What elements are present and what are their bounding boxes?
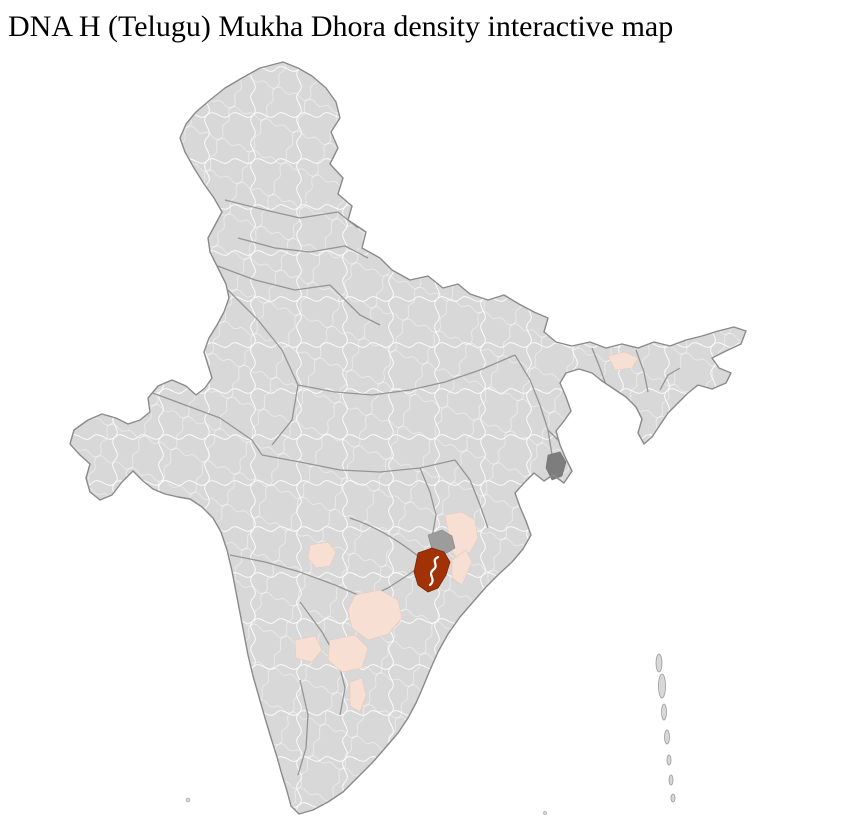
district-low-density-4[interactable] xyxy=(347,589,403,641)
district-low-density-6[interactable] xyxy=(294,635,323,663)
district-low-density-8[interactable] xyxy=(607,351,639,371)
andaman-nicobar-islands[interactable] xyxy=(655,653,676,803)
district-dark-gray[interactable] xyxy=(545,451,567,481)
district-mesh xyxy=(70,62,746,814)
district-low-density-2[interactable] xyxy=(451,549,473,586)
hotspot-inner-boundary xyxy=(428,555,440,587)
district-low-density-7[interactable] xyxy=(349,677,367,713)
district-low-density-3[interactable] xyxy=(307,541,337,569)
page-title: DNA H (Telugu) Mukha Dhora density inter… xyxy=(8,10,674,43)
small-islets xyxy=(185,797,547,815)
district-low-density-5[interactable] xyxy=(327,634,369,673)
